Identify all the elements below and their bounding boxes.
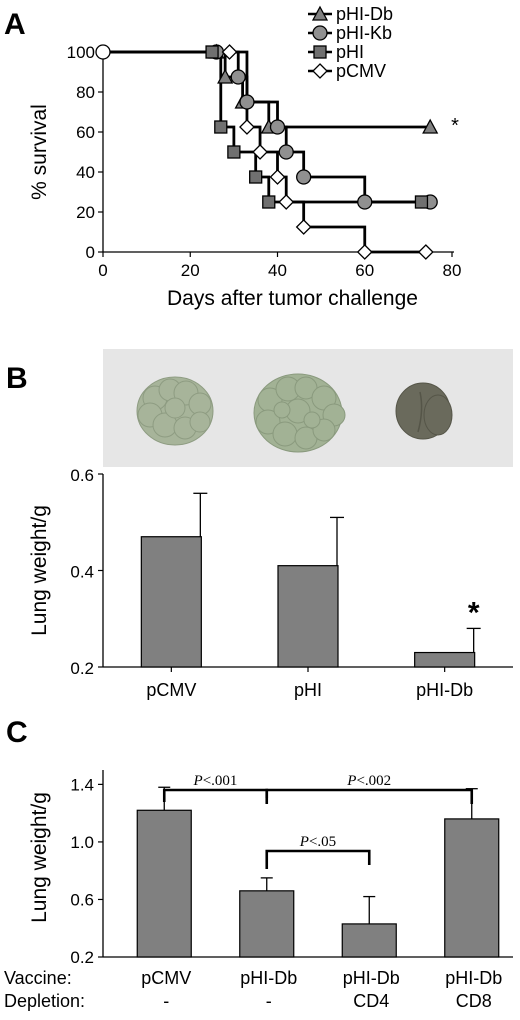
y-axis-label: Lung weight/g xyxy=(28,505,51,636)
x-tick-label: 40 xyxy=(268,261,287,280)
survival-point-pHI xyxy=(414,195,429,209)
legend-marker-pCMV xyxy=(312,63,328,79)
y-tick-label: 80 xyxy=(76,83,95,102)
panel-letter-a: A xyxy=(4,8,26,41)
y-tick-label: 0.6 xyxy=(70,890,94,909)
depletion-label: CD4 xyxy=(353,991,389,1011)
survival-point-pCMV xyxy=(417,244,434,260)
survival-chart: 0 20 40 60 80 100 0 20 40 60 80 Days after tumor ch… xyxy=(28,4,461,310)
survival-point-pHI xyxy=(262,195,276,209)
survival-point-pCMV xyxy=(356,244,373,260)
survival-point-pCMV xyxy=(239,119,255,135)
legend-label: pCMV xyxy=(336,61,386,81)
legend-label: pHI-Db xyxy=(336,4,393,24)
y-tick-label: 0.4 xyxy=(70,563,94,582)
survival-point-pHI xyxy=(249,170,263,184)
y-tick-label: 20 xyxy=(76,203,95,222)
bar-pCMV-- xyxy=(136,809,192,958)
bar-pHI-Db-- xyxy=(239,890,295,958)
survival-point-pCMV xyxy=(278,194,295,210)
x-tick-label: pCMV xyxy=(146,680,196,700)
survival-point-pHI-Kb xyxy=(269,119,286,135)
comparison-bracket xyxy=(265,849,371,869)
x-tick-label: 80 xyxy=(443,261,462,280)
significance-star: * xyxy=(451,115,459,137)
y-tick-label: 0 xyxy=(86,243,95,262)
x-tick-label: 60 xyxy=(355,261,374,280)
comparison-bracket xyxy=(265,788,474,804)
comparison-bracket xyxy=(162,788,269,804)
depletion-label: CD8 xyxy=(456,991,492,1011)
survival-point-pHI-Kb xyxy=(239,94,255,110)
vaccine-label: pCMV xyxy=(141,968,191,988)
y-axis-label: % survival xyxy=(28,104,51,200)
survival-point-pHI-Kb xyxy=(357,194,373,210)
survival-point-pHI xyxy=(205,45,219,59)
y-tick-label: 0.2 xyxy=(70,659,94,678)
survival-point-pHI-Db xyxy=(217,68,234,84)
vaccine-label: pHI-Db xyxy=(445,968,502,988)
vaccine-label: pHI-Db xyxy=(240,968,297,988)
x-tick-label: 0 xyxy=(98,261,107,280)
lung-weight-chart-b: 0.2 0.4 0.6 Lung weight/g pCMV pHI pHI-Db * xyxy=(28,466,513,700)
survival-point-pHI-Kb xyxy=(296,169,312,185)
p-value-label: P<.05 xyxy=(299,834,336,850)
depletion-label: - xyxy=(266,991,272,1011)
x-tick-label: pHI xyxy=(294,680,322,700)
survival-point-pCMV xyxy=(295,219,312,235)
survival-point-pHI-Kb xyxy=(278,144,294,160)
significance-star: * xyxy=(468,596,480,629)
vaccine-row-label: Vaccine: xyxy=(4,968,72,988)
y-tick-label: 60 xyxy=(76,123,95,142)
legend-marker-pHI-Kb xyxy=(312,25,328,41)
survival-point-pHI-Db xyxy=(422,118,439,134)
y-tick-label: 100 xyxy=(67,43,95,62)
legend-marker-pHI-Db xyxy=(311,5,329,21)
survival-point-pCMV xyxy=(269,169,286,185)
depletion-label: - xyxy=(163,991,169,1011)
x-axis-label: Days after tumor challenge xyxy=(167,287,418,310)
y-tick-label: 1.4 xyxy=(70,775,94,794)
lung-photo xyxy=(103,349,513,467)
panel-letter-c: C xyxy=(6,716,28,749)
x-tick-label: 20 xyxy=(181,261,200,280)
bar-pHI-Db-CD8 xyxy=(444,818,500,958)
survival-point-pHI xyxy=(214,120,228,134)
y-axis-label: Lung weight/g xyxy=(28,792,51,923)
depletion-row-label: Depletion: xyxy=(4,991,85,1011)
bar-pHI xyxy=(277,565,339,668)
lung-weight-chart-c: 0.2 0.6 1.0 1.4 Lung weight/g pCMV - pHI-Db - pHI… xyxy=(4,770,513,1011)
y-tick-label: 0.6 xyxy=(70,466,94,485)
survival-point-pCMV xyxy=(221,44,238,60)
legend-label: pHI xyxy=(336,42,364,62)
bar-pCMV xyxy=(140,536,202,668)
bar-pHI-Db xyxy=(414,651,476,668)
survival-point-pCMV xyxy=(252,144,268,160)
y-tick-label: 1.0 xyxy=(70,833,94,852)
y-tick-label: 40 xyxy=(76,163,95,182)
survival-point-pHI xyxy=(227,145,241,159)
legend-marker-pHI xyxy=(313,45,327,59)
survival-start-point xyxy=(95,44,111,60)
x-tick-label: pHI-Db xyxy=(416,680,473,700)
p-value-label: P<.001 xyxy=(193,773,238,789)
survival-point-pHI-Kb xyxy=(230,69,246,85)
bar-pHI-Db-CD4 xyxy=(341,923,397,958)
y-tick-label: 0.2 xyxy=(70,948,94,967)
legend-label: pHI-Kb xyxy=(336,23,392,43)
panel-letter-b: B xyxy=(6,362,28,395)
vaccine-label: pHI-Db xyxy=(343,968,400,988)
p-value-label: P<.002 xyxy=(346,773,391,789)
